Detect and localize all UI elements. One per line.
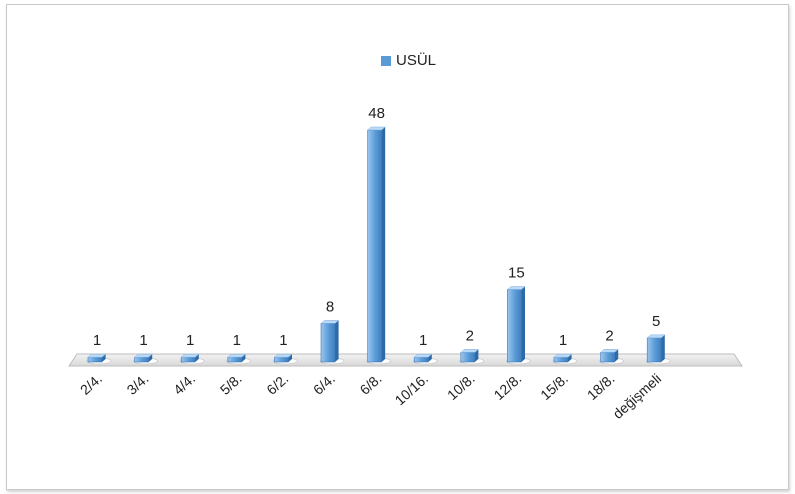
data-label: 8 [326, 298, 334, 315]
data-label: 1 [559, 332, 567, 349]
data-label: 15 [508, 265, 525, 282]
chart-frame: 1 1 1 1 1 8 48 1 2 15 1 2 5 2/4. 3/4. 4/4. 5/8. 6/2. 6/4.… [6, 4, 789, 490]
data-label: 2 [605, 327, 613, 344]
bar-chart: 1 1 1 1 1 8 48 1 2 15 1 2 5 2/4. 3/4. 4/4. 5/8. 6/2. 6/4.… [68, 51, 743, 422]
bar [646, 334, 666, 363]
data-label: 1 [279, 332, 287, 349]
data-label: 1 [186, 332, 194, 349]
data-label: 1 [419, 332, 427, 349]
x-tick-label: 5/8. [217, 370, 245, 398]
x-tick-label: 3/4. [124, 370, 152, 398]
x-tick-label: 12/8. [491, 370, 525, 403]
bar [273, 353, 293, 363]
bar [180, 353, 200, 363]
bar [553, 353, 573, 363]
bar [599, 349, 619, 363]
x-tick-label: 18/8. [584, 370, 618, 403]
bar [460, 349, 480, 363]
legend-label: USÜL [396, 51, 436, 69]
data-label: 48 [368, 105, 385, 122]
legend-swatch [381, 56, 391, 66]
bar [413, 353, 433, 363]
chart-floor [68, 353, 743, 367]
bar [506, 286, 526, 363]
data-label: 2 [466, 327, 474, 344]
data-label: 5 [652, 313, 660, 330]
x-tick-label: 10/8. [444, 370, 478, 403]
data-label: 1 [93, 332, 101, 349]
x-tick-label: 6/2. [263, 370, 291, 398]
bar [320, 320, 340, 363]
data-label: 1 [233, 332, 241, 349]
x-tick-label: 4/4. [170, 370, 198, 398]
bar [227, 353, 247, 363]
x-tick-label: 10/16. [392, 370, 432, 408]
bar [87, 353, 107, 363]
x-tick-label: 6/4. [310, 370, 338, 398]
x-tick-label: değişmeli [610, 370, 665, 421]
x-tick-label: 2/4. [77, 370, 105, 398]
bar [133, 353, 153, 363]
data-label: 1 [139, 332, 147, 349]
bar [366, 126, 386, 363]
x-tick-label: 6/8. [357, 370, 385, 398]
x-tick-label: 15/8. [537, 370, 571, 403]
